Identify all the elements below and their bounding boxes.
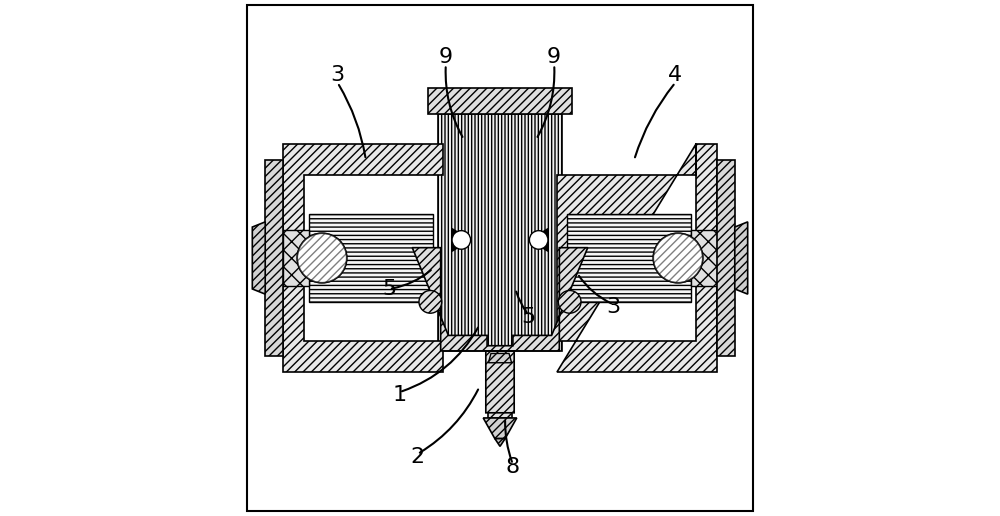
Polygon shape [529, 229, 548, 251]
Circle shape [558, 291, 581, 313]
Polygon shape [265, 160, 283, 356]
Polygon shape [428, 88, 572, 114]
Polygon shape [412, 248, 588, 413]
Circle shape [529, 231, 548, 249]
Text: 8: 8 [506, 457, 520, 477]
Text: 3: 3 [606, 297, 621, 317]
Circle shape [452, 231, 471, 249]
Polygon shape [735, 222, 748, 294]
Text: 2: 2 [410, 447, 425, 466]
Text: 9: 9 [439, 47, 453, 67]
Text: 5: 5 [521, 308, 536, 327]
Polygon shape [717, 160, 735, 356]
Text: 5: 5 [382, 279, 396, 299]
Text: 9: 9 [547, 47, 561, 67]
Polygon shape [495, 439, 505, 446]
Polygon shape [691, 230, 717, 286]
Text: 4: 4 [668, 65, 683, 85]
Circle shape [653, 233, 703, 283]
Polygon shape [283, 230, 309, 286]
Polygon shape [452, 229, 471, 251]
Circle shape [419, 291, 442, 313]
Polygon shape [309, 214, 433, 302]
Polygon shape [488, 351, 512, 418]
Polygon shape [567, 214, 691, 302]
Polygon shape [438, 114, 562, 351]
Polygon shape [488, 353, 512, 363]
Polygon shape [483, 418, 517, 439]
Circle shape [653, 233, 703, 283]
Polygon shape [557, 144, 717, 372]
Circle shape [297, 233, 347, 283]
Polygon shape [283, 144, 443, 372]
Text: 1: 1 [392, 385, 406, 405]
Circle shape [297, 233, 347, 283]
Text: 3: 3 [330, 65, 345, 85]
Polygon shape [252, 222, 265, 294]
